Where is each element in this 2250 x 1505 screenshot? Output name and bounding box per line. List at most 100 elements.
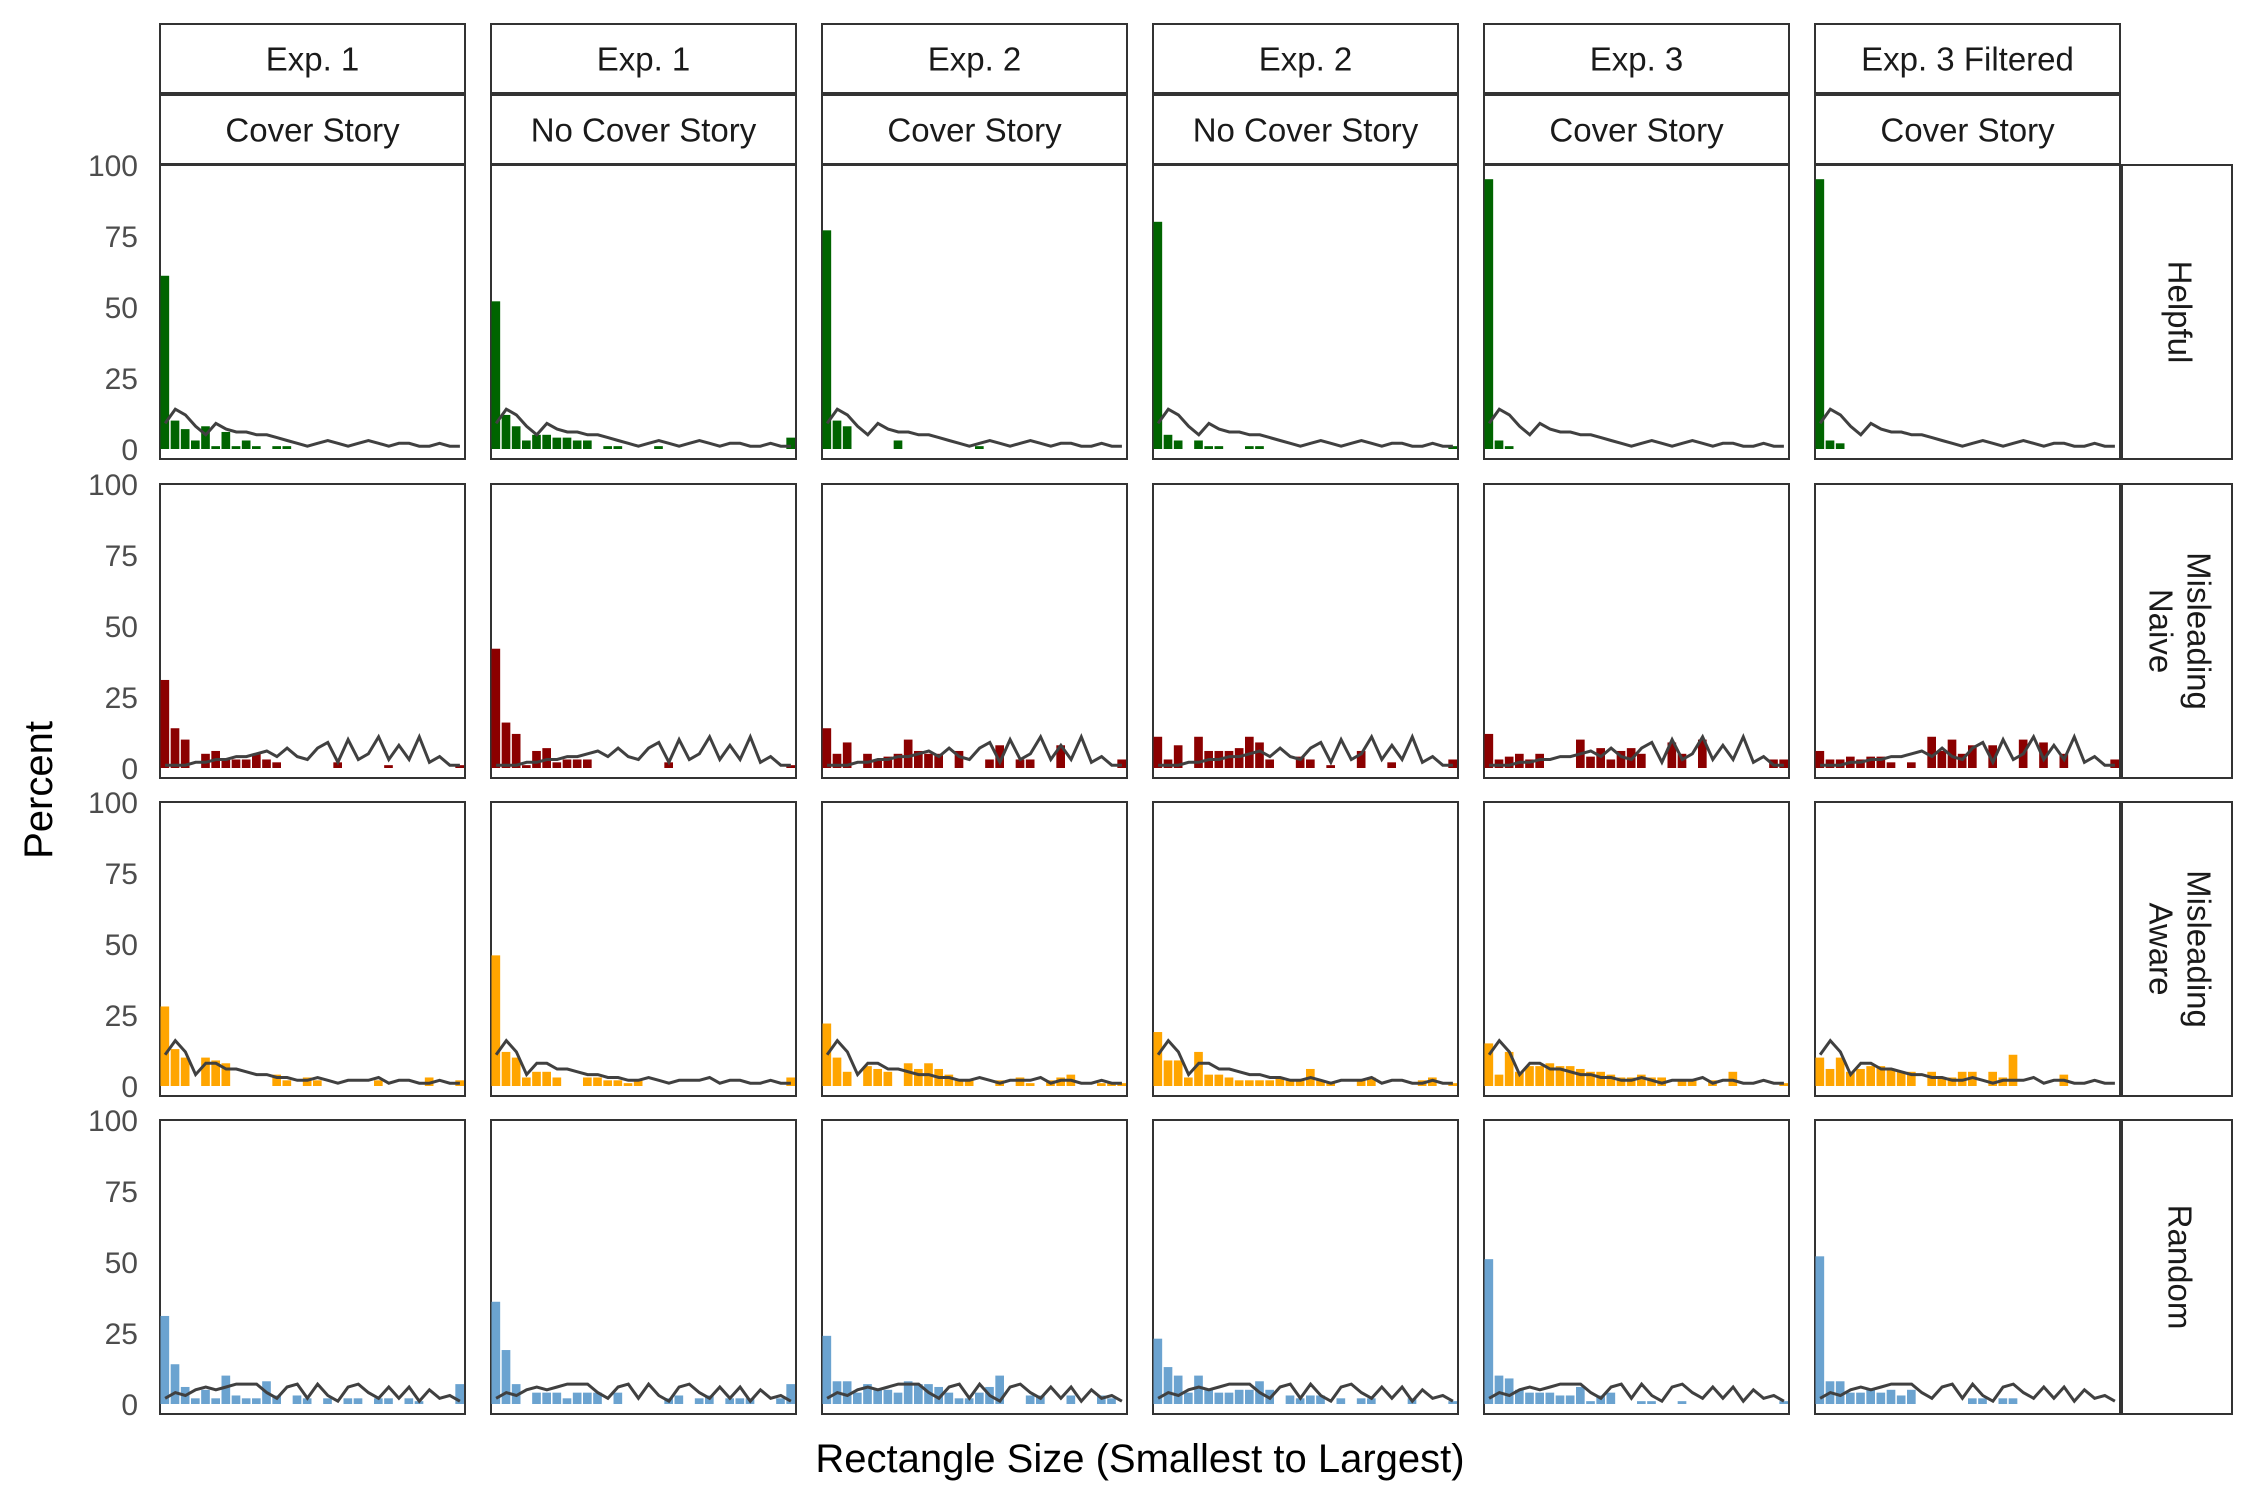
bar — [1484, 179, 1494, 449]
bar — [995, 745, 1004, 768]
bar — [593, 1077, 602, 1086]
bar — [1886, 1068, 1896, 1086]
bar — [1295, 756, 1305, 768]
bar — [1056, 745, 1065, 768]
bar — [1214, 1392, 1224, 1404]
bar — [1927, 736, 1936, 768]
panel-border — [1483, 483, 1790, 779]
facet-panel — [1152, 164, 1459, 460]
bar — [985, 759, 994, 768]
bar — [1224, 1077, 1234, 1086]
bar — [1163, 1367, 1173, 1404]
bar — [374, 1080, 383, 1086]
bar — [903, 1063, 913, 1086]
bar — [343, 1398, 353, 1404]
bar — [1907, 1389, 1916, 1404]
y-tick-label: 75 — [105, 858, 138, 891]
bar — [583, 1077, 592, 1086]
bar — [583, 759, 592, 768]
bar — [542, 1071, 551, 1086]
bar — [1367, 1077, 1376, 1086]
panel-border — [159, 1119, 466, 1415]
bar — [211, 1060, 220, 1086]
facet-panel — [159, 164, 466, 460]
bar — [313, 1080, 322, 1086]
bar — [1504, 446, 1514, 449]
strip-box — [2121, 483, 2233, 779]
bar — [853, 1392, 862, 1404]
facet-panel — [821, 164, 1128, 460]
reference-line — [165, 732, 460, 767]
bar — [1896, 1071, 1906, 1086]
bar — [914, 1068, 923, 1086]
bar — [532, 434, 541, 449]
bar — [883, 1389, 893, 1404]
bar — [1866, 1066, 1875, 1086]
row-strip-label: Aware — [2142, 903, 2179, 996]
bar — [1637, 1401, 1646, 1404]
y-tick-label: 25 — [105, 363, 138, 396]
panel-border — [159, 164, 466, 460]
bar — [1285, 1395, 1295, 1404]
bar — [231, 1395, 241, 1404]
bar — [552, 762, 562, 768]
reference-line — [1489, 732, 1784, 767]
bar — [1255, 446, 1264, 449]
bar — [180, 739, 190, 768]
y-axis-title: Percent — [17, 721, 61, 859]
bar — [374, 1398, 383, 1404]
bar — [1576, 1386, 1585, 1404]
bar — [1214, 446, 1224, 449]
bar — [302, 1398, 312, 1404]
bar — [160, 1315, 170, 1404]
bar — [1876, 756, 1886, 768]
row-strip-label: Misleading — [2180, 552, 2217, 710]
panel-border — [159, 801, 466, 1097]
bar — [1448, 1401, 1457, 1404]
facet-panel — [490, 1119, 797, 1415]
bar — [1907, 762, 1916, 768]
panel-border — [821, 164, 1128, 460]
strip-box — [2121, 801, 2233, 1097]
bar — [1504, 1378, 1514, 1404]
y-tick-label: 25 — [105, 682, 138, 715]
bar — [1194, 1375, 1203, 1404]
bar — [282, 1080, 292, 1086]
bar — [1336, 1398, 1346, 1404]
bar — [1886, 762, 1896, 768]
panel-border — [1814, 801, 2121, 1097]
bar — [272, 446, 281, 449]
y-tick-label: 25 — [105, 1318, 138, 1351]
bar — [1988, 745, 1997, 768]
row-strip-label: Random — [2161, 1205, 2198, 1330]
panel-border — [490, 164, 797, 460]
bar — [1173, 1375, 1183, 1404]
bar — [1535, 1066, 1544, 1086]
bar — [1504, 1051, 1514, 1086]
bar — [160, 679, 170, 768]
bar — [170, 420, 180, 449]
strip-label: No Cover Story — [1193, 112, 1419, 149]
bar — [1255, 1080, 1264, 1086]
panel-border — [159, 483, 466, 779]
bar — [532, 1071, 541, 1086]
bar — [491, 648, 501, 768]
bar — [1295, 1080, 1305, 1086]
bar — [323, 1398, 332, 1404]
bar — [221, 1063, 231, 1086]
panel-border — [1152, 483, 1459, 779]
strip-label: Cover Story — [887, 112, 1062, 149]
bar — [954, 750, 964, 768]
bar — [1937, 1077, 1947, 1086]
bar — [735, 1398, 745, 1404]
bar — [1586, 1071, 1595, 1086]
bar — [934, 753, 943, 768]
y-tick-label: 25 — [105, 1000, 138, 1033]
bar — [1255, 742, 1264, 768]
bar — [1687, 1080, 1697, 1086]
reference-line — [163, 1038, 460, 1085]
bar — [1387, 762, 1396, 768]
bar — [822, 728, 832, 768]
bar — [975, 1392, 984, 1404]
